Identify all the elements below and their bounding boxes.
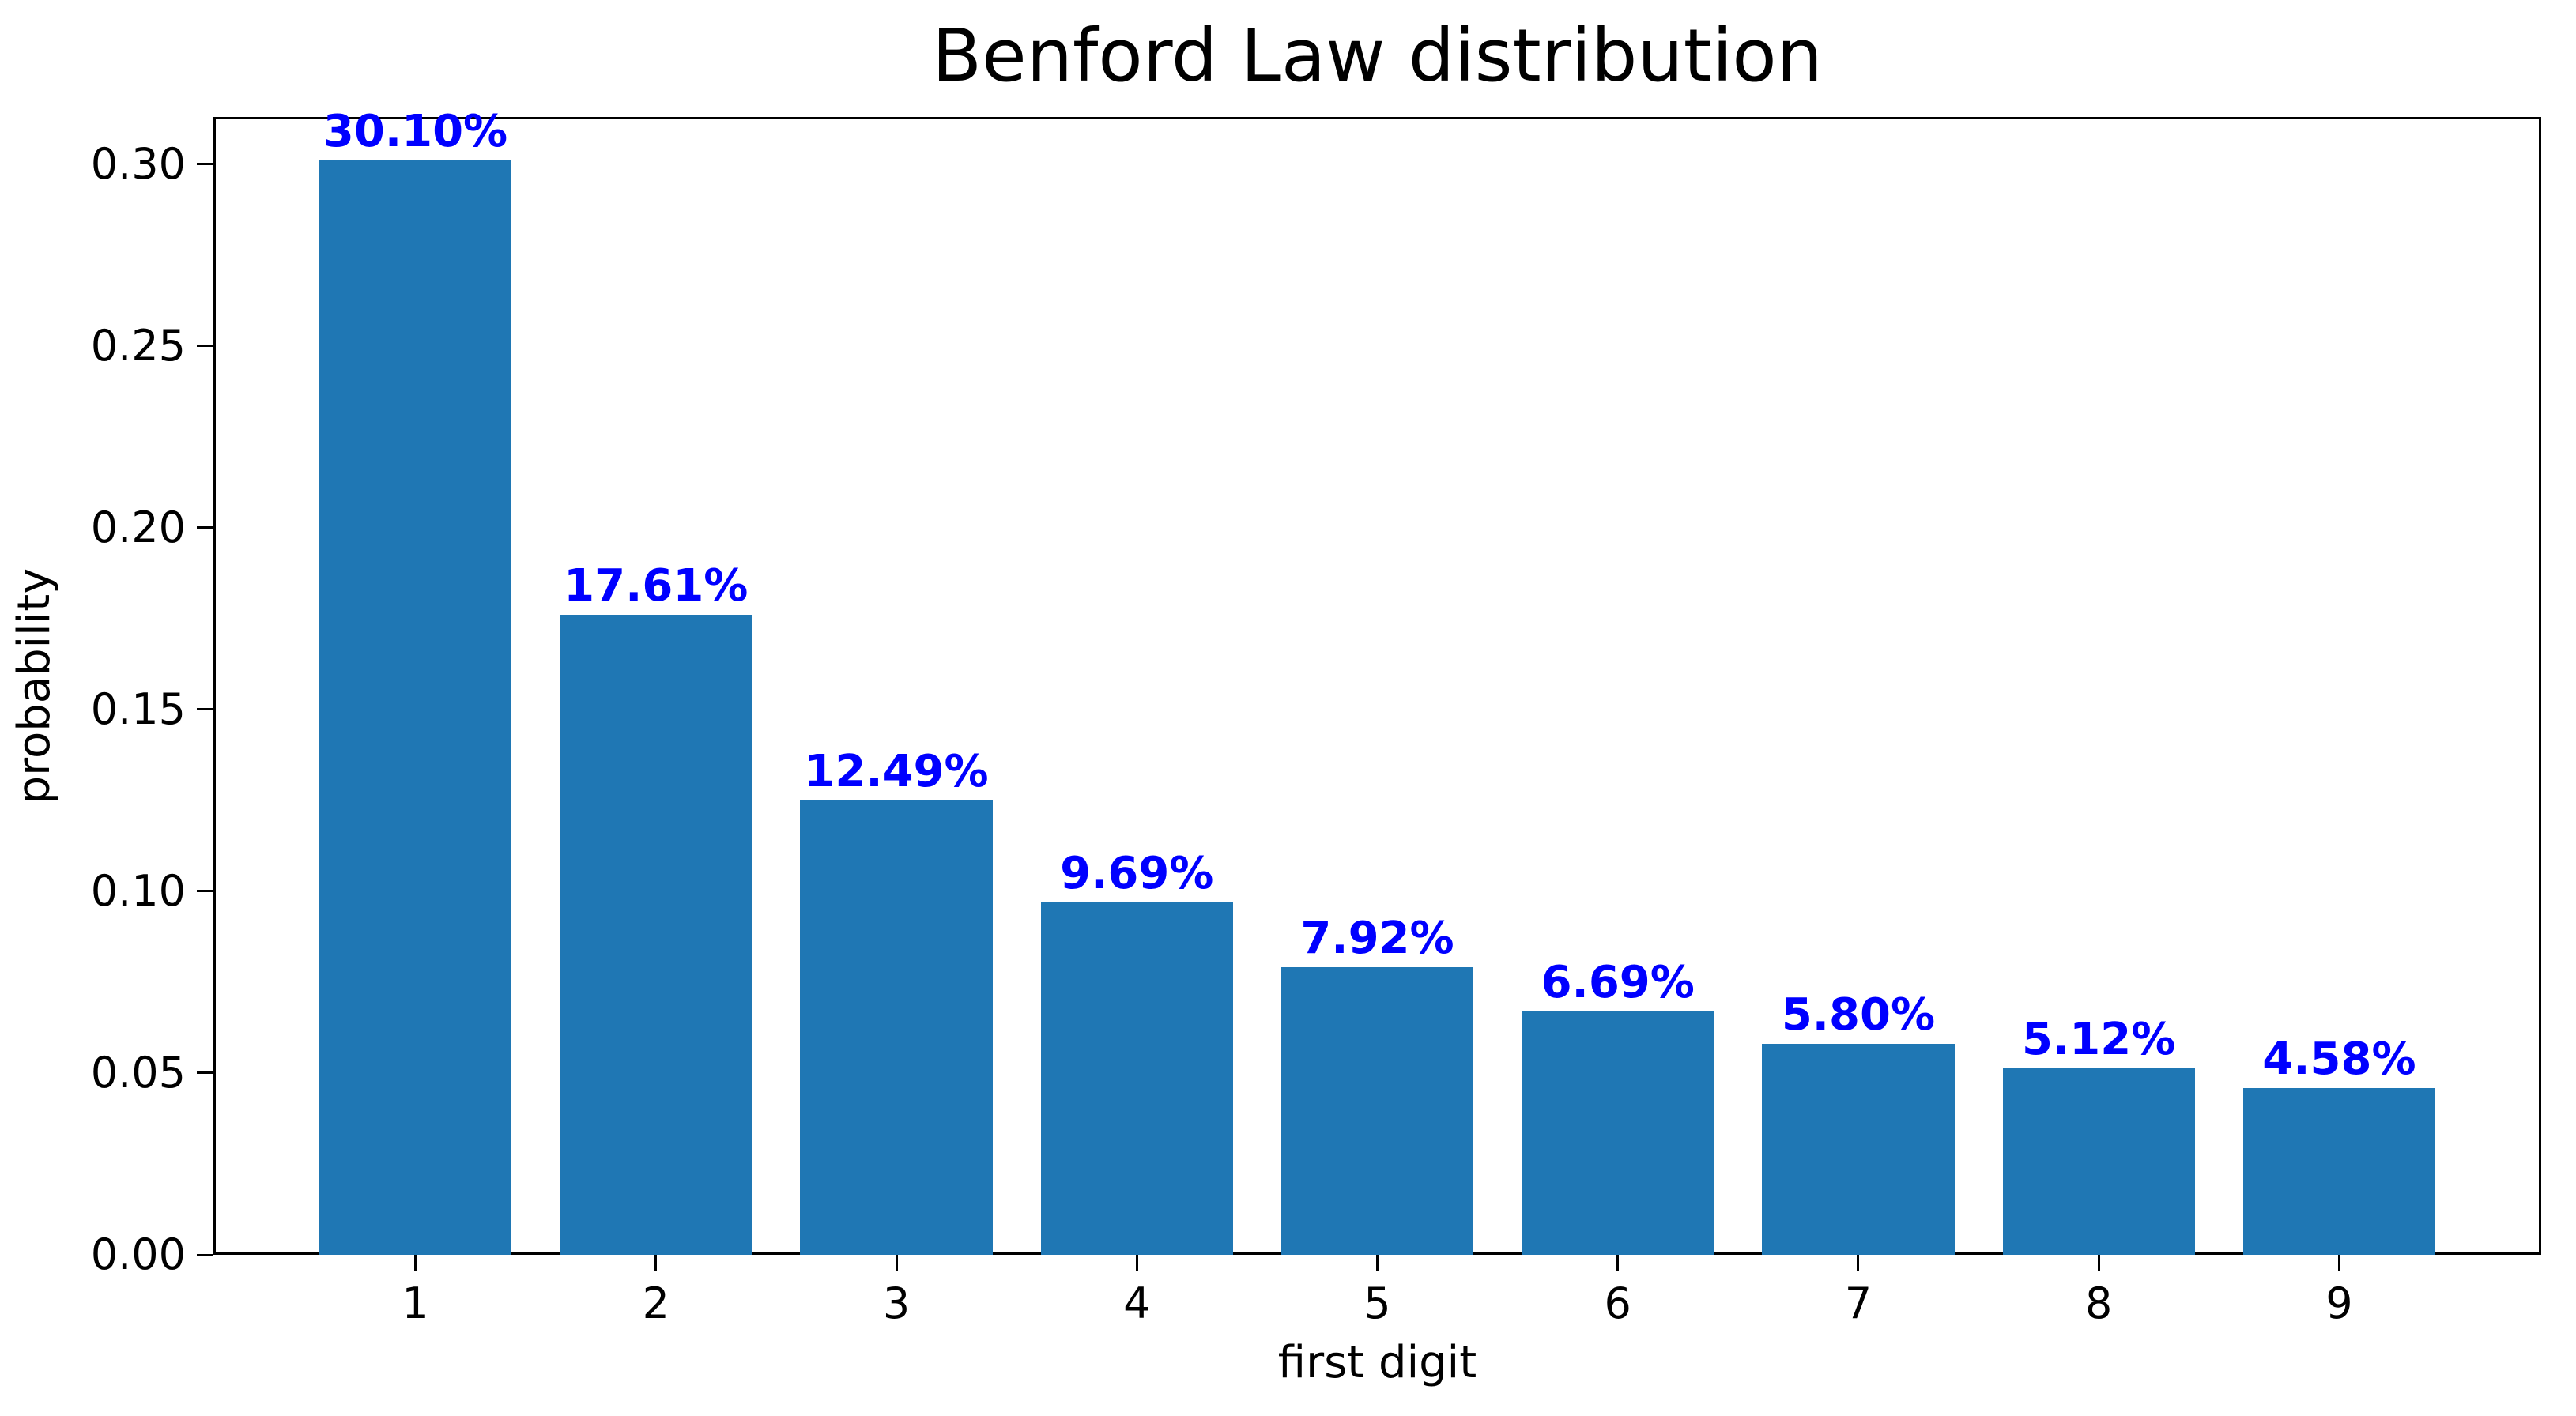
y-tick-label: 0.15 bbox=[90, 684, 186, 734]
x-tick-label: 5 bbox=[1363, 1279, 1391, 1328]
y-tick-mark bbox=[197, 1071, 213, 1075]
plot-area: 0.00 0.05 0.10 0.15 0.20 0.25 0.30 30.10% 1 17.61… bbox=[91, 110, 2541, 1325]
y-tick-label: 0.00 bbox=[90, 1230, 186, 1279]
bar-value-label: 5.80% bbox=[1781, 989, 1936, 1041]
bar-value-label: 6.69% bbox=[1541, 957, 1695, 1009]
x-tick-label: 7 bbox=[1844, 1279, 1873, 1328]
x-tick-mark bbox=[1857, 1255, 1860, 1271]
bar-digit-3 bbox=[800, 800, 993, 1255]
chart-title: Benford Law distribution bbox=[932, 13, 1823, 98]
x-tick-label: 3 bbox=[882, 1279, 911, 1328]
x-tick-label: 6 bbox=[1604, 1279, 1631, 1328]
x-axis-label: first digit bbox=[1277, 1337, 1477, 1388]
x-tick-mark bbox=[2097, 1255, 2100, 1271]
bar-value-label: 17.61% bbox=[564, 559, 749, 612]
y-tick-mark bbox=[197, 345, 213, 348]
bar-digit-4 bbox=[1040, 902, 1233, 1255]
bar-value-label: 30.10% bbox=[322, 106, 508, 158]
x-tick-label: 4 bbox=[1123, 1279, 1151, 1328]
x-tick-label: 8 bbox=[2085, 1279, 2113, 1328]
y-tick-mark bbox=[197, 526, 213, 529]
bar-value-label: 12.49% bbox=[804, 746, 989, 798]
bar-value-label: 5.12% bbox=[2022, 1014, 2176, 1066]
x-tick-label: 1 bbox=[402, 1279, 429, 1328]
y-tick-label: 0.20 bbox=[90, 502, 186, 552]
y-tick-label: 0.30 bbox=[90, 138, 186, 189]
bar-digit-5 bbox=[1280, 966, 1474, 1255]
x-tick-mark bbox=[654, 1255, 658, 1271]
y-tick-mark bbox=[197, 708, 213, 711]
bar-digit-9 bbox=[2242, 1088, 2436, 1255]
x-tick-mark bbox=[1616, 1255, 1620, 1271]
bar-value-label: 7.92% bbox=[1300, 912, 1454, 964]
bar-value-label: 9.69% bbox=[1060, 848, 1214, 900]
x-tick-mark bbox=[414, 1255, 417, 1271]
bar-digit-8 bbox=[2002, 1068, 2195, 1255]
bar-digit-7 bbox=[1762, 1044, 1955, 1255]
x-tick-label: 9 bbox=[2325, 1279, 2353, 1328]
y-axis-label: probability bbox=[9, 567, 61, 804]
y-tick-mark bbox=[197, 1253, 213, 1256]
bar-digit-2 bbox=[560, 614, 752, 1255]
y-tick-mark bbox=[197, 163, 213, 166]
bar-digit-1 bbox=[319, 160, 512, 1255]
bar-value-label: 4.58% bbox=[2262, 1034, 2416, 1086]
x-tick-label: 2 bbox=[642, 1279, 669, 1328]
x-tick-mark bbox=[1376, 1255, 1379, 1271]
x-tick-mark bbox=[895, 1255, 898, 1271]
bar-digit-6 bbox=[1522, 1011, 1714, 1255]
y-tick-label: 0.05 bbox=[90, 1047, 186, 1098]
y-tick-label: 0.10 bbox=[90, 865, 186, 916]
x-tick-mark bbox=[1135, 1255, 1138, 1271]
y-tick-mark bbox=[197, 890, 213, 893]
x-tick-mark bbox=[2337, 1255, 2340, 1271]
y-tick-label: 0.25 bbox=[90, 320, 186, 371]
